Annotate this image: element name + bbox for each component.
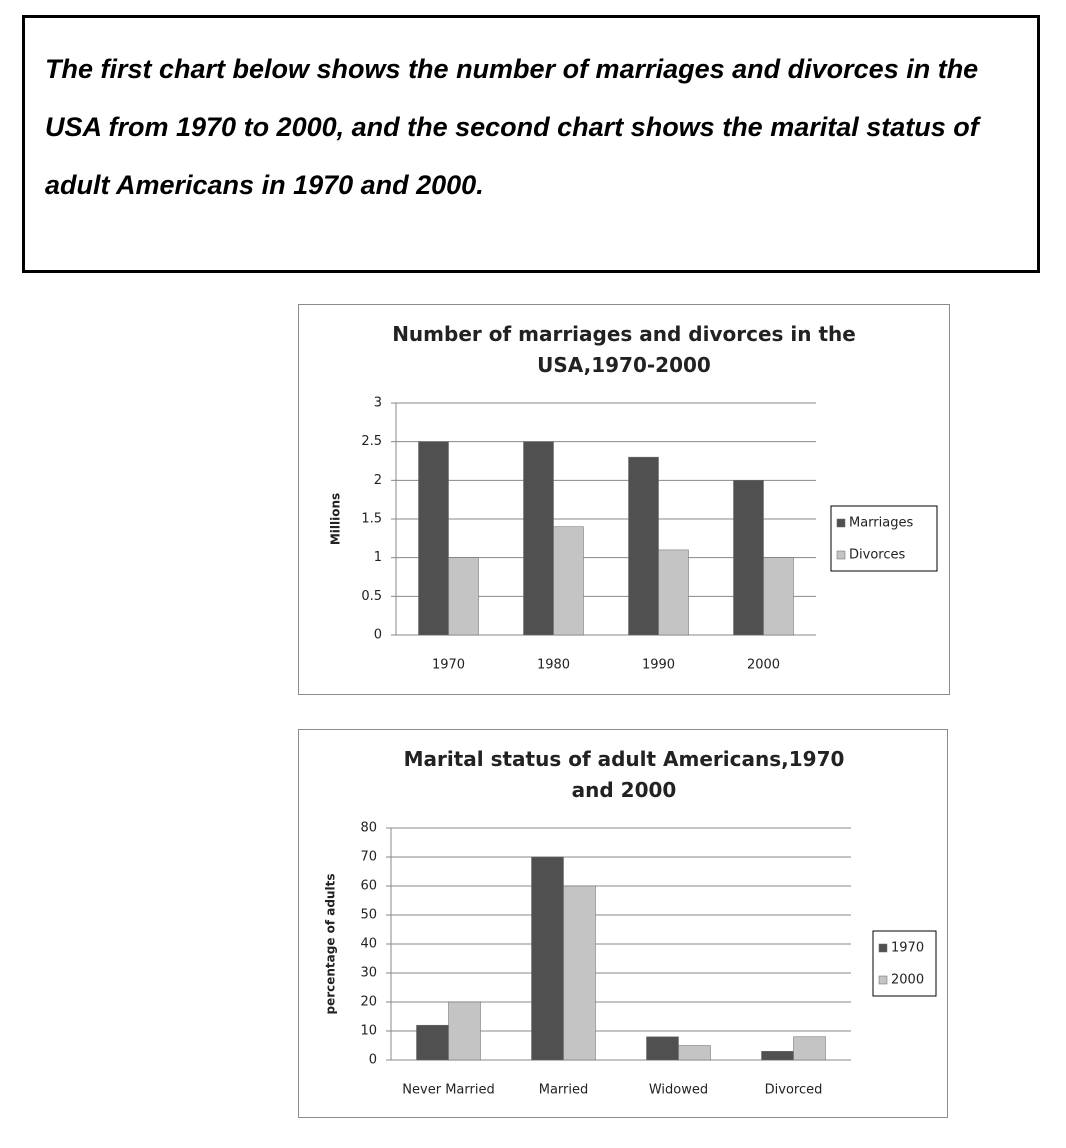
x-tick-label: Divorced — [765, 1083, 823, 1098]
y-axis-label: Millions — [329, 493, 343, 545]
chart: 0 10 20 30 40 50 60 70 80 percentage of adults Nev… — [298, 729, 948, 1118]
y-tick-label: 1 — [374, 550, 382, 565]
chart-svg: 0 0.5 1 1.5 2 2.5 3 Millions 1970 1980 1990 2000 Mar… — [329, 396, 938, 673]
bar — [761, 1051, 794, 1061]
bar — [763, 557, 794, 636]
bar — [733, 480, 764, 636]
legend-box — [830, 505, 938, 572]
x-tick-label: 1970 — [432, 658, 465, 673]
bar — [658, 549, 689, 636]
x-tick-label: 1980 — [537, 658, 570, 673]
legend-swatch — [878, 943, 888, 953]
bar — [418, 441, 449, 636]
chart-svg: 0 10 20 30 40 50 60 70 80 percentage of adults Nev… — [324, 821, 937, 1098]
y-tick-label: 10 — [360, 1024, 377, 1039]
x-tick-label: Widowed — [649, 1083, 708, 1098]
bar — [531, 856, 564, 1061]
bar — [563, 885, 596, 1061]
legend-label: Marriages — [849, 516, 913, 531]
chart: 0 0.5 1 1.5 2 2.5 3 Millions 1970 1980 1990 2000 Mar… — [298, 304, 950, 695]
legend-swatch — [836, 518, 846, 528]
x-tick-label: Married — [539, 1083, 589, 1098]
chart-title: Number of marriages and divorces in the … — [392, 322, 856, 377]
y-tick-label: 40 — [360, 937, 377, 952]
bar — [448, 1001, 481, 1061]
bar — [678, 1045, 711, 1061]
y-tick-label: 1.5 — [361, 512, 382, 527]
x-tick-label: 2000 — [747, 658, 780, 673]
y-tick-label: 0.5 — [361, 589, 382, 604]
bar — [448, 557, 479, 636]
legend-box — [872, 930, 937, 997]
x-tick-label: Never Married — [402, 1083, 494, 1098]
y-tick-label: 20 — [360, 995, 377, 1010]
y-axis-label: percentage of adults — [324, 873, 338, 1014]
y-tick-label: 2 — [374, 473, 382, 488]
prompt: The first chart below shows the number o… — [22, 15, 1040, 273]
y-tick-label: 60 — [360, 879, 377, 894]
bar — [793, 1036, 826, 1061]
legend-swatch — [836, 550, 846, 560]
bar — [646, 1036, 679, 1061]
y-tick-label: 70 — [360, 850, 377, 865]
bar — [628, 456, 659, 636]
y-tick-label: 30 — [360, 966, 377, 981]
bar — [416, 1024, 449, 1061]
legend-swatch — [878, 975, 888, 985]
y-tick-label: 0 — [369, 1053, 377, 1068]
bar — [553, 526, 584, 636]
bar — [523, 441, 554, 636]
legend-label: 2000 — [891, 973, 924, 988]
y-tick-label: 2.5 — [361, 434, 382, 449]
legend-label: Divorces — [849, 548, 905, 563]
x-tick-label: 1990 — [642, 658, 675, 673]
chart-title: Marital status of adult Americans,1970 a… — [403, 747, 845, 802]
y-tick-label: 80 — [360, 821, 377, 836]
y-tick-label: 50 — [360, 908, 377, 923]
y-tick-label: 3 — [374, 396, 382, 411]
legend-label: 1970 — [891, 941, 924, 956]
y-tick-label: 0 — [374, 628, 382, 643]
